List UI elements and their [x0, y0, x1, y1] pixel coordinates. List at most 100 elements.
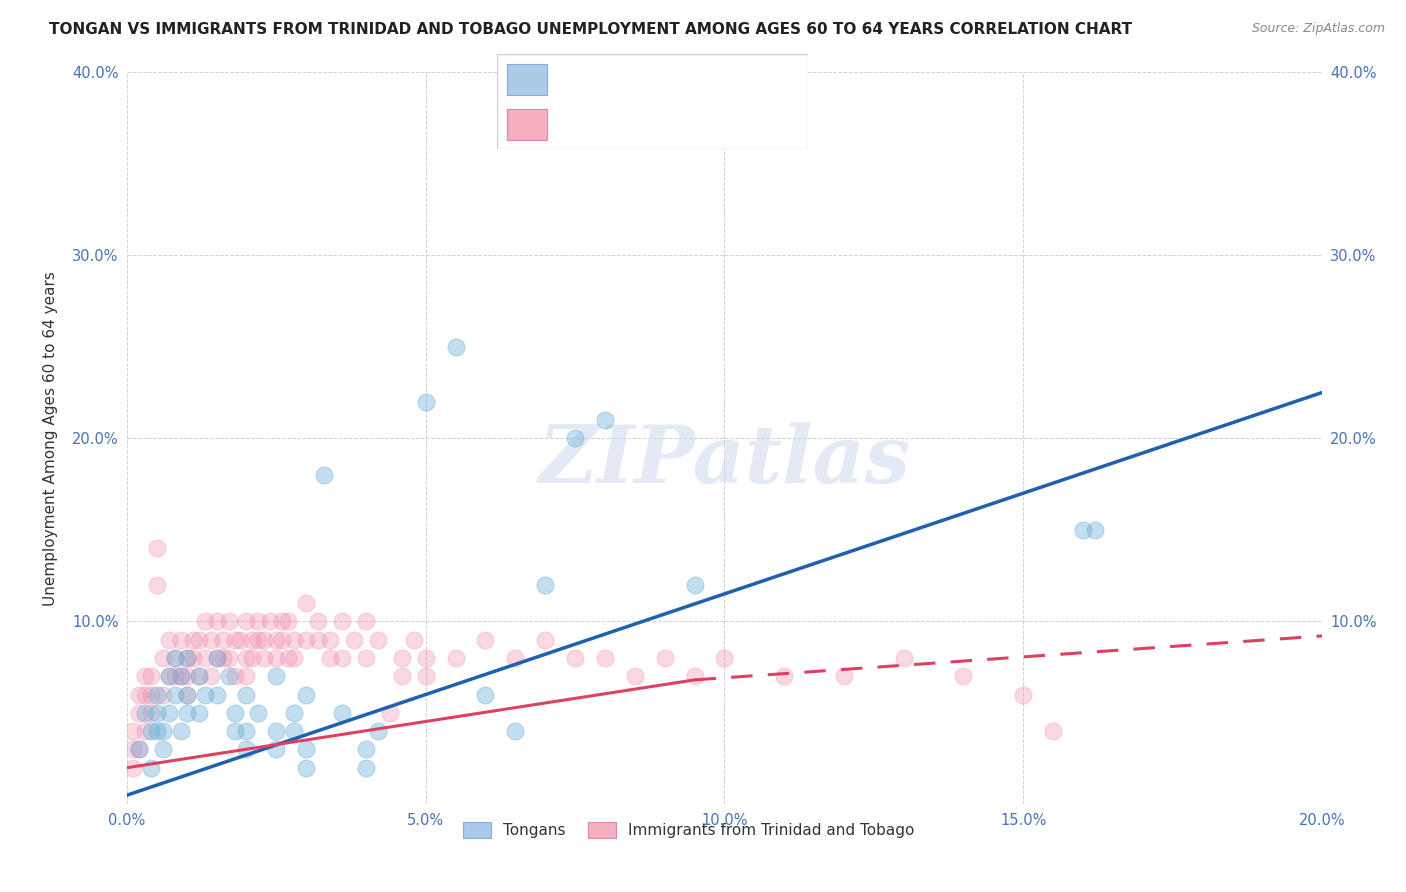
- Point: [307, 632, 329, 647]
- Point: [1071, 523, 1094, 537]
- Point: [534, 632, 557, 647]
- Point: [415, 651, 437, 665]
- Point: [157, 669, 180, 683]
- Point: [128, 706, 150, 720]
- Point: [253, 651, 276, 665]
- Point: [163, 651, 186, 665]
- Point: [218, 669, 240, 683]
- Point: [205, 651, 228, 665]
- Point: [146, 688, 169, 702]
- Point: [187, 706, 209, 720]
- Point: [157, 706, 180, 720]
- Point: [139, 724, 162, 739]
- Point: [319, 632, 342, 647]
- Point: [200, 669, 222, 683]
- Point: [474, 688, 496, 702]
- Point: [277, 615, 299, 629]
- Point: [444, 340, 467, 354]
- Point: [266, 724, 288, 739]
- Point: [157, 669, 180, 683]
- Point: [277, 651, 299, 665]
- Point: [218, 615, 240, 629]
- Point: [952, 669, 974, 683]
- Point: [122, 761, 145, 775]
- Point: [367, 724, 389, 739]
- Point: [139, 761, 162, 775]
- Point: [266, 632, 288, 647]
- Point: [247, 615, 270, 629]
- Point: [1042, 724, 1064, 739]
- Point: [259, 615, 281, 629]
- Point: [229, 632, 252, 647]
- Point: [1084, 523, 1107, 537]
- Point: [505, 724, 527, 739]
- Point: [266, 742, 288, 756]
- Point: [832, 669, 855, 683]
- Point: [224, 706, 246, 720]
- Point: [163, 669, 186, 683]
- Point: [235, 742, 257, 756]
- Point: [163, 651, 186, 665]
- Point: [139, 706, 162, 720]
- Point: [402, 632, 425, 647]
- Point: [235, 651, 257, 665]
- Point: [295, 688, 318, 702]
- Point: [713, 651, 735, 665]
- Text: ZIPatlas: ZIPatlas: [538, 422, 911, 499]
- Point: [391, 651, 413, 665]
- Point: [283, 651, 305, 665]
- Point: [330, 706, 353, 720]
- Point: [146, 541, 169, 555]
- Point: [307, 615, 329, 629]
- Point: [295, 761, 318, 775]
- Point: [295, 596, 318, 610]
- Point: [176, 688, 198, 702]
- Point: [122, 742, 145, 756]
- Point: [564, 651, 586, 665]
- Point: [134, 688, 156, 702]
- Point: [235, 724, 257, 739]
- Point: [893, 651, 915, 665]
- Point: [367, 632, 389, 647]
- Point: [683, 669, 706, 683]
- Point: [176, 669, 198, 683]
- Point: [163, 688, 186, 702]
- Point: [187, 669, 209, 683]
- Point: [444, 651, 467, 665]
- Point: [194, 688, 217, 702]
- Point: [205, 651, 228, 665]
- Point: [378, 706, 401, 720]
- Point: [247, 706, 270, 720]
- Point: [194, 651, 217, 665]
- Point: [314, 467, 336, 482]
- Point: [343, 632, 366, 647]
- Point: [181, 632, 204, 647]
- Point: [152, 724, 174, 739]
- Point: [474, 632, 496, 647]
- Point: [505, 651, 527, 665]
- Point: [176, 688, 198, 702]
- Point: [235, 615, 257, 629]
- Point: [415, 394, 437, 409]
- Point: [205, 615, 228, 629]
- Point: [593, 651, 616, 665]
- Point: [330, 615, 353, 629]
- Text: Source: ZipAtlas.com: Source: ZipAtlas.com: [1251, 22, 1385, 36]
- Point: [170, 724, 193, 739]
- Point: [211, 632, 233, 647]
- Y-axis label: Unemployment Among Ages 60 to 64 years: Unemployment Among Ages 60 to 64 years: [44, 271, 58, 606]
- Point: [295, 742, 318, 756]
- Point: [146, 706, 169, 720]
- Point: [683, 578, 706, 592]
- Point: [146, 724, 169, 739]
- Point: [271, 632, 294, 647]
- Point: [235, 669, 257, 683]
- Point: [139, 669, 162, 683]
- Point: [152, 651, 174, 665]
- Point: [128, 742, 150, 756]
- Point: [354, 761, 377, 775]
- Point: [773, 669, 796, 683]
- Legend: Tongans, Immigrants from Trinidad and Tobago: Tongans, Immigrants from Trinidad and To…: [457, 816, 921, 844]
- Point: [157, 632, 180, 647]
- Point: [128, 688, 150, 702]
